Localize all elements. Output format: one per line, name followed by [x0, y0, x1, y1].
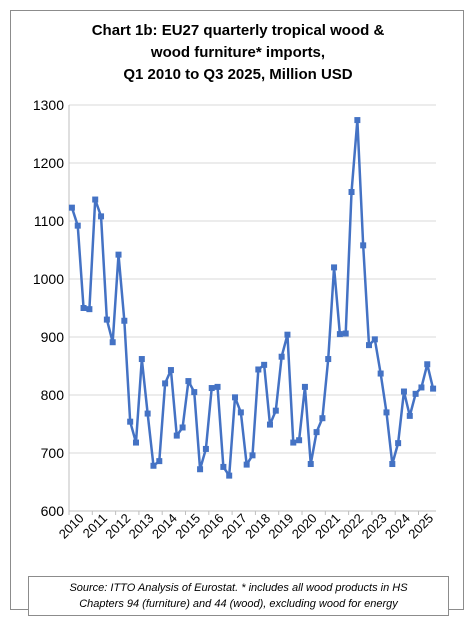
data-point [86, 306, 93, 313]
data-point [150, 462, 157, 469]
chart-frame: Chart 1b: EU27 quarterly tropical wood &… [10, 10, 465, 616]
y-tick-label: 1200 [33, 155, 64, 171]
data-point [319, 415, 326, 422]
data-point [348, 189, 355, 195]
data-point [366, 342, 373, 349]
data-point [371, 336, 378, 343]
data-point [412, 390, 419, 397]
data-point [336, 331, 343, 338]
data-point [144, 410, 151, 417]
y-tick-label: 1000 [33, 271, 64, 287]
chart-title-line: wood furniture* imports, [150, 44, 326, 61]
chart-title: Chart 1b: EU27 quarterly tropical wood &… [11, 20, 465, 86]
data-point [103, 316, 110, 323]
x-tick-label: 2021 [312, 511, 343, 542]
data-point [185, 378, 192, 385]
data-point [383, 409, 390, 416]
data-point [424, 361, 431, 368]
y-tick-label: 1300 [33, 97, 64, 113]
x-tick-label: 2019 [265, 511, 296, 542]
data-point [237, 409, 244, 416]
data-point [325, 356, 332, 363]
data-point [197, 466, 204, 473]
data-point [115, 251, 122, 258]
x-tick-label: 2014 [149, 511, 180, 542]
data-point [377, 370, 384, 377]
x-tick-label: 2011 [80, 511, 110, 541]
x-tick-label: 2018 [242, 511, 273, 542]
data-point [167, 367, 174, 374]
data-point [226, 472, 233, 479]
x-tick-label: 2017 [219, 511, 250, 542]
y-tick-label: 600 [41, 503, 65, 519]
data-point [109, 339, 116, 346]
data-point [121, 317, 128, 324]
data-point [389, 461, 396, 468]
data-point [307, 461, 314, 468]
data-point [208, 385, 215, 392]
x-tick-label: 2012 [102, 511, 133, 542]
data-point [406, 412, 413, 419]
data-point [255, 366, 262, 373]
data-point [232, 394, 239, 401]
data-point [354, 117, 361, 124]
data-point [202, 445, 209, 452]
data-point [156, 458, 163, 465]
data-point [74, 222, 81, 229]
data-point [395, 440, 402, 447]
data-point [284, 331, 291, 338]
x-tick-label: 2022 [335, 511, 366, 542]
data-point [249, 452, 256, 459]
data-point [214, 383, 221, 390]
source-line: Chapters 94 (furniture) and 44 (wood), e… [79, 598, 398, 610]
y-tick-label: 900 [41, 329, 65, 345]
series-line [70, 118, 435, 477]
data-point [127, 418, 134, 425]
data-point [418, 384, 425, 391]
data-point [98, 213, 105, 220]
chart-title-line: Q1 2010 to Q3 2025, Million USD [123, 66, 353, 83]
data-point [331, 264, 338, 271]
data-point [313, 429, 320, 436]
data-point [266, 421, 273, 428]
x-tick-label: 2013 [126, 511, 157, 542]
x-tick-label: 2015 [172, 511, 203, 542]
data-point [80, 305, 87, 311]
data-point [92, 196, 99, 203]
chart-title-line: Chart 1b: EU27 quarterly tropical wood & [91, 22, 385, 39]
data-point [430, 385, 437, 392]
data-point [301, 383, 308, 390]
data-point [342, 330, 349, 337]
data-point [296, 437, 303, 444]
data-point [162, 380, 169, 387]
data-point [261, 361, 268, 368]
data-point [132, 439, 139, 446]
x-tick-label: 2020 [289, 511, 320, 542]
line-chart: 6007008009001000110012001300201020112012… [33, 97, 437, 542]
x-tick-label: 2025 [405, 511, 436, 542]
data-point [220, 463, 227, 470]
data-point [290, 439, 297, 446]
data-point [278, 353, 285, 360]
data-point [191, 389, 198, 396]
x-tick-label: 2023 [359, 511, 390, 542]
data-point [400, 388, 407, 395]
data-point [179, 424, 186, 431]
y-tick-label: 700 [41, 445, 65, 461]
data-point [173, 432, 180, 439]
data-point [243, 461, 250, 468]
source-line: Source: ITTO Analysis of Eurostat. * inc… [69, 582, 408, 594]
x-tick-label: 2016 [196, 511, 227, 542]
data-point [68, 204, 75, 211]
x-tick-label: 2024 [382, 511, 413, 542]
data-point [138, 356, 145, 363]
source-note: Source: ITTO Analysis of Eurostat. * inc… [28, 576, 449, 616]
data-point [272, 407, 279, 414]
y-tick-label: 1100 [34, 213, 64, 229]
data-point [360, 242, 367, 249]
y-tick-label: 800 [41, 387, 65, 403]
